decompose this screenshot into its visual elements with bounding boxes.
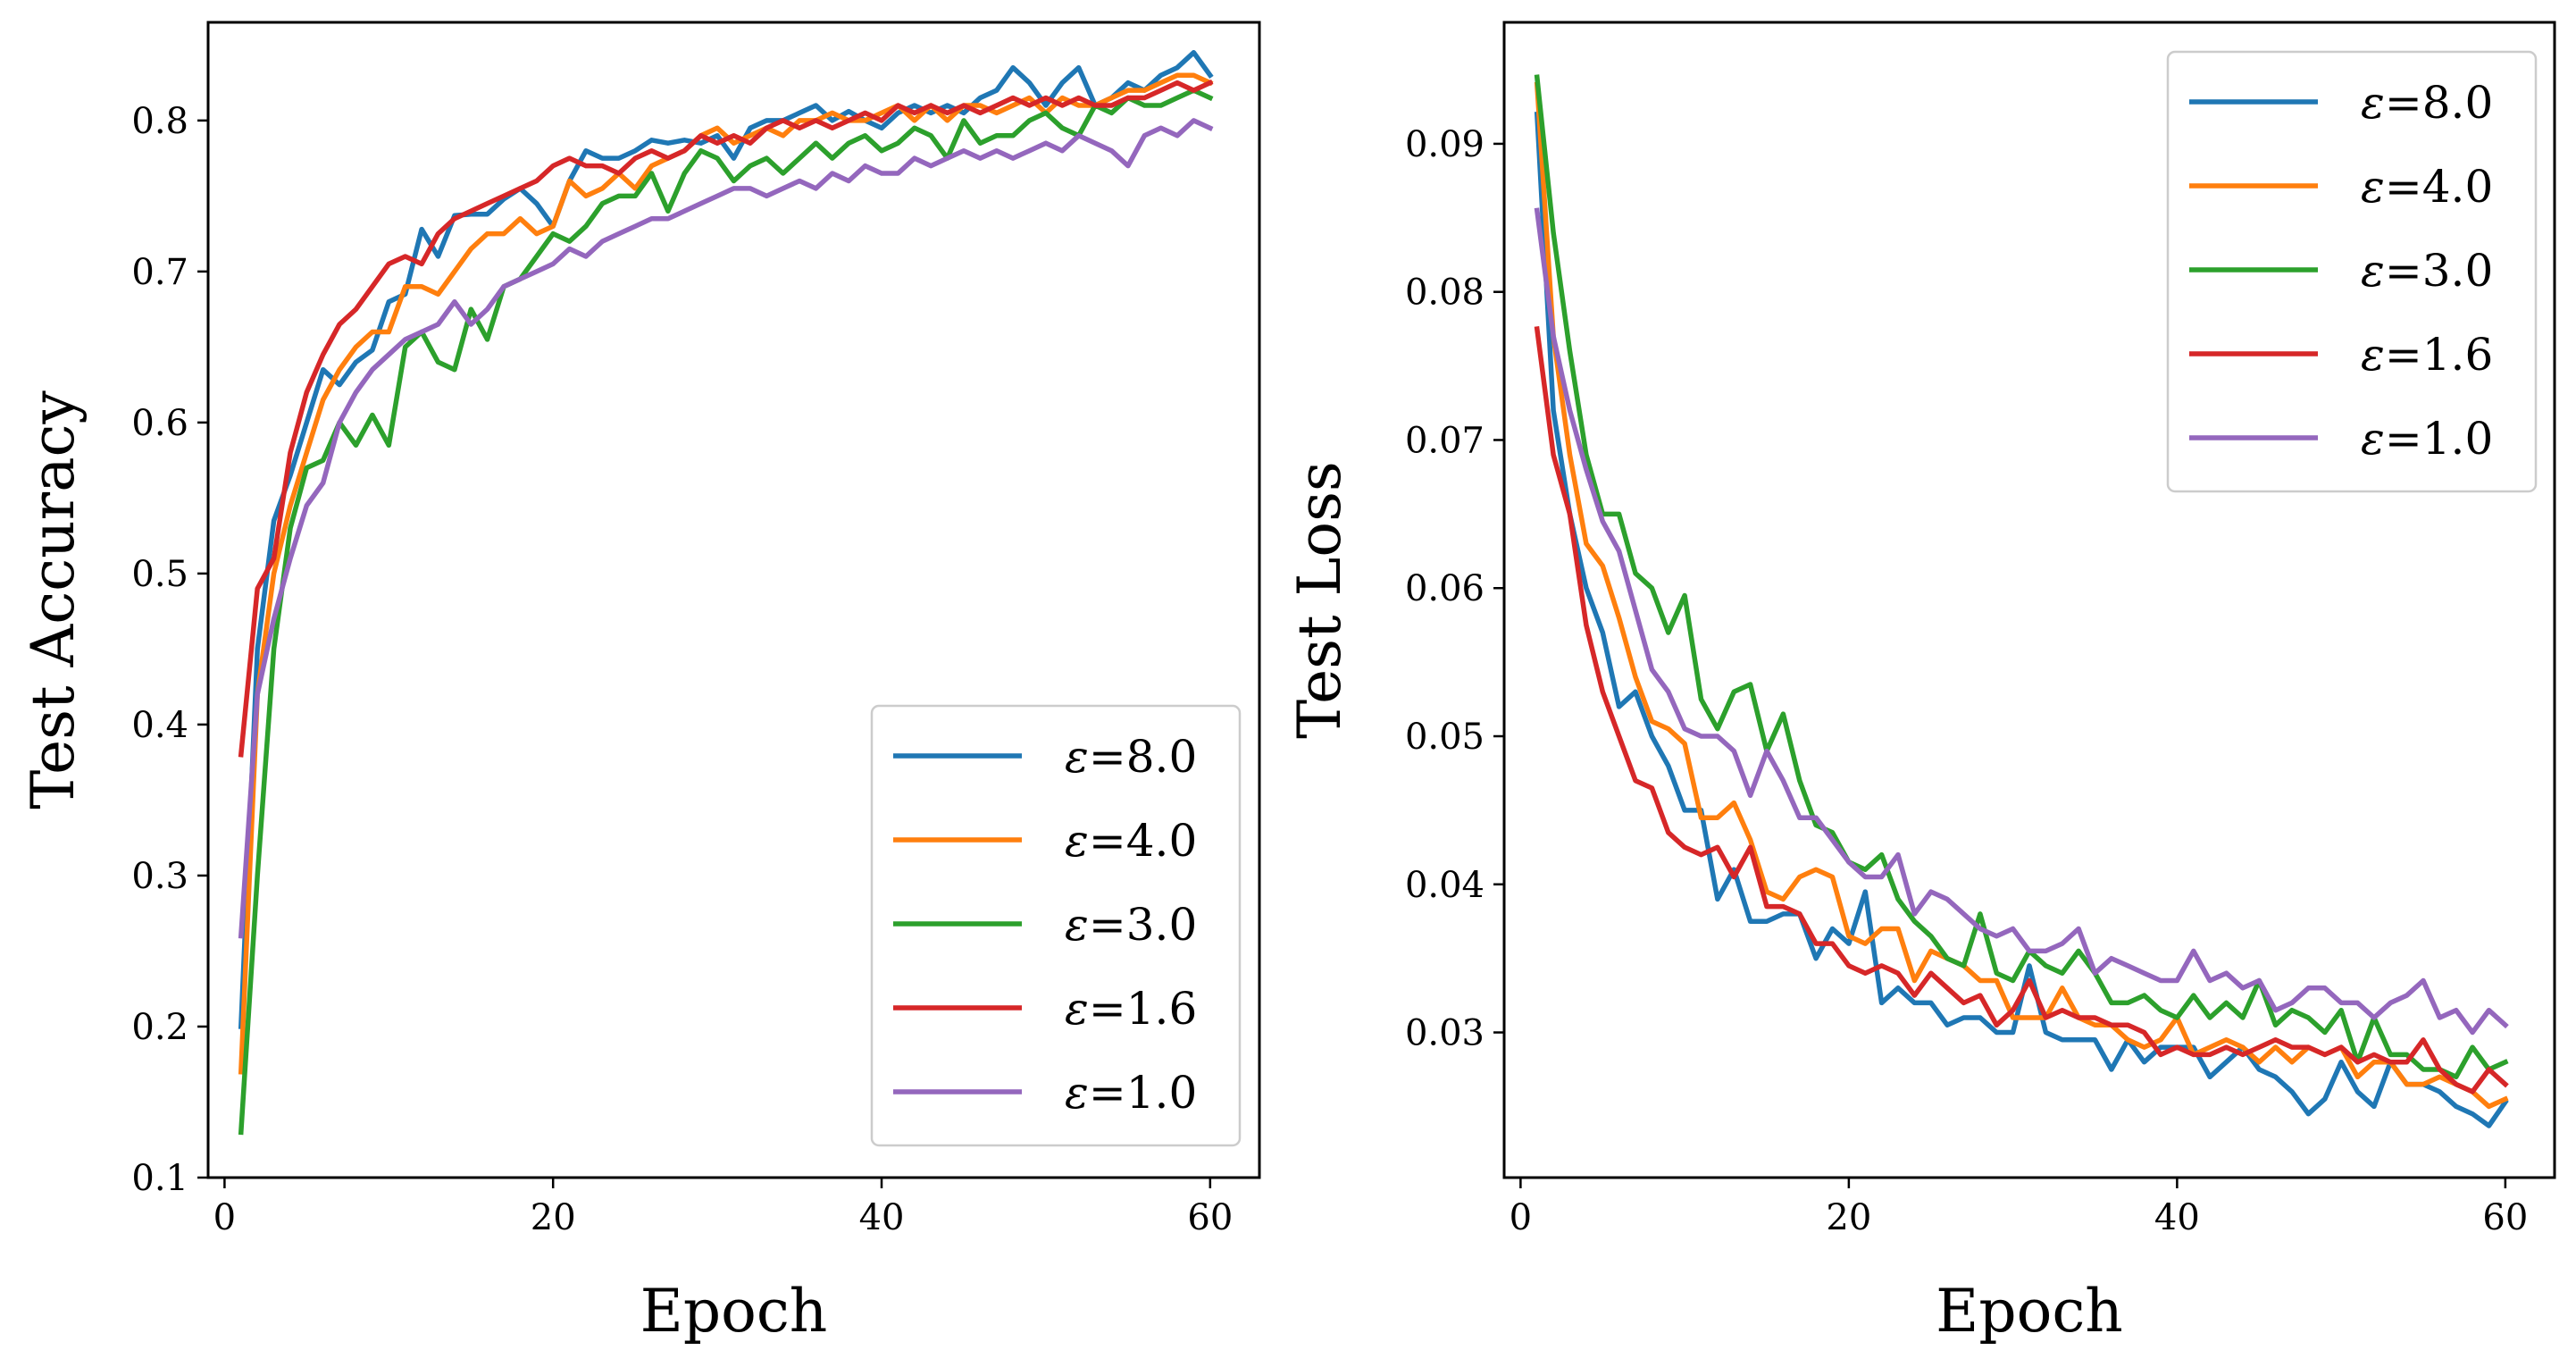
legend-epsilon-symbol: ε <box>2361 77 2385 129</box>
legend-value: =8.0 <box>2385 77 2493 129</box>
loss-chart: 0 20 40 60 0.03 0.04 0.05 0.06 0.07 0.08 0.09 Epoch… <box>1285 21 2556 1346</box>
series-lines <box>238 50 1214 1136</box>
series-line-eps-4-0 <box>238 72 1214 1075</box>
x-axis-label: Epoch <box>640 1277 828 1346</box>
legend-label: ε=4.0 <box>1065 815 1197 867</box>
x-tick-label: 0 <box>213 1197 236 1238</box>
legend-label: ε=8.0 <box>2361 77 2493 129</box>
y-tick-label: 0.4 <box>131 705 188 746</box>
legend-value: =4.0 <box>2385 161 2493 213</box>
legend: ε=8.0ε=4.0ε=3.0ε=1.6ε=1.0 <box>870 704 1242 1147</box>
legend-label: ε=1.6 <box>1065 983 1197 1035</box>
series-line-eps-3-0 <box>238 88 1214 1136</box>
legend-item: ε=1.0 <box>893 1067 1197 1119</box>
legend-epsilon-symbol: ε <box>1065 899 1089 951</box>
legend-item: ε=1.6 <box>893 983 1197 1035</box>
y-tick-label: 0.03 <box>1405 1013 1485 1054</box>
legend-item: ε=3.0 <box>2189 245 2493 297</box>
legend-item: ε=3.0 <box>893 899 1197 951</box>
legend-epsilon-symbol: ε <box>1065 731 1089 783</box>
legend-item: ε=8.0 <box>893 731 1197 783</box>
legend-label: ε=1.6 <box>2361 329 2493 381</box>
legend-value: =1.6 <box>1089 983 1197 1035</box>
legend-epsilon-symbol: ε <box>2361 329 2385 381</box>
x-tick-label: 60 <box>1187 1197 1233 1238</box>
y-tick-label: 0.8 <box>131 101 188 142</box>
legend-box <box>2166 50 2538 493</box>
series-line-eps-3-0 <box>1534 74 2509 1080</box>
legend-box <box>870 704 1242 1147</box>
x-axis-label: Epoch <box>1936 1277 2123 1346</box>
legend-item: ε=8.0 <box>2189 77 2493 129</box>
accuracy-chart: 0 20 40 60 0.1 0.2 0.3 0.4 0.5 0.6 0.7 0.8 Epoch Test… <box>19 21 1261 1346</box>
axes-frame <box>206 21 1261 1179</box>
legend-value: =4.0 <box>1089 815 1197 867</box>
y-axis-label: Test Accuracy <box>19 390 88 809</box>
series-line-eps-1-0 <box>238 118 1214 939</box>
x-tick-label: 20 <box>1826 1197 1871 1238</box>
legend-label: ε=3.0 <box>1065 899 1197 951</box>
axes-frame <box>1502 21 2556 1179</box>
legend-epsilon-symbol: ε <box>1065 983 1089 1035</box>
legend-value: =3.0 <box>2385 245 2493 297</box>
y-tick-label: 0.05 <box>1405 717 1485 758</box>
y-tick-label: 0.1 <box>131 1158 188 1199</box>
y-tick-label: 0.6 <box>131 403 188 444</box>
y-tick-label: 0.08 <box>1405 273 1485 314</box>
legend-value: =8.0 <box>1089 731 1197 783</box>
legend-epsilon-symbol: ε <box>1065 815 1089 867</box>
y-tick-label: 0.04 <box>1405 865 1485 906</box>
legend-label: ε=8.0 <box>1065 731 1197 783</box>
legend-label: ε=3.0 <box>2361 245 2493 297</box>
legend-item: ε=1.0 <box>2189 413 2493 465</box>
legend-item: ε=4.0 <box>893 815 1197 867</box>
y-tick-label: 0.07 <box>1405 420 1485 461</box>
legend-item: ε=4.0 <box>2189 161 2493 213</box>
legend-label: ε=1.0 <box>2361 413 2493 465</box>
series-line-eps-1-0 <box>1534 207 2509 1036</box>
legend-value: =1.6 <box>2385 329 2493 381</box>
legend-item: ε=1.6 <box>2189 329 2493 381</box>
y-tick-label: 0.06 <box>1405 568 1485 609</box>
series-lines <box>1534 74 2509 1128</box>
y-tick-label: 0.5 <box>131 554 188 595</box>
legend-value: =1.0 <box>2385 413 2493 465</box>
x-tick-label: 60 <box>2482 1197 2528 1238</box>
y-tick-label: 0.3 <box>131 856 188 897</box>
legend-value: =3.0 <box>1089 899 1197 951</box>
legend-label: ε=1.0 <box>1065 1067 1197 1119</box>
legend-value: =1.0 <box>1089 1067 1197 1119</box>
y-tick-label: 0.09 <box>1405 124 1485 165</box>
x-tick-label: 0 <box>1510 1197 1532 1238</box>
legend-epsilon-symbol: ε <box>2361 161 2385 213</box>
x-tick-label: 20 <box>531 1197 576 1238</box>
y-tick-label: 0.7 <box>131 252 188 293</box>
x-tick-label: 40 <box>859 1197 905 1238</box>
legend-epsilon-symbol: ε <box>1065 1067 1089 1119</box>
legend-epsilon-symbol: ε <box>2361 245 2385 297</box>
series-line-eps-1-6 <box>238 79 1214 758</box>
legend-epsilon-symbol: ε <box>2361 413 2385 465</box>
y-axis-label: Test Loss <box>1285 461 1354 739</box>
series-line-eps-1-6 <box>1534 326 2509 1094</box>
y-tick-label: 0.2 <box>131 1007 188 1048</box>
legend-label: ε=4.0 <box>2361 161 2493 213</box>
legend: ε=8.0ε=4.0ε=3.0ε=1.6ε=1.0 <box>2166 50 2538 493</box>
x-tick-label: 40 <box>2154 1197 2200 1238</box>
